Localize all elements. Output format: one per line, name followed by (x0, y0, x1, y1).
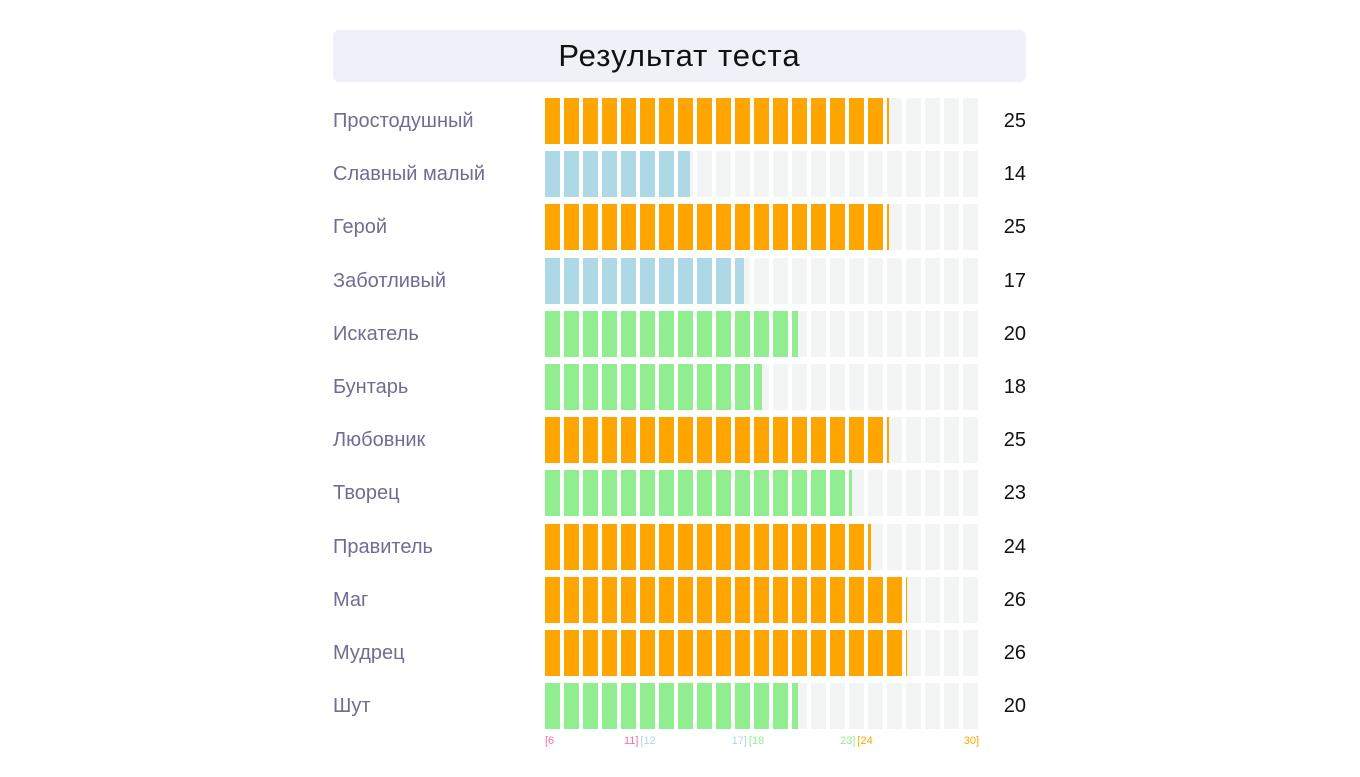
value-label: 17 (1003, 269, 1026, 292)
range-start-label: [18 (748, 735, 765, 747)
chart-row: Искатель 20 (333, 310, 1026, 357)
category-label: Творец (333, 482, 400, 505)
category-label: Правитель (333, 535, 433, 558)
bar (545, 523, 871, 570)
value-label: 23 (1003, 482, 1026, 505)
bar (545, 683, 799, 730)
value-label: 24 (1003, 535, 1026, 558)
bar-track (545, 204, 979, 251)
bar-track (545, 151, 979, 198)
chart-row: Герой 25 (333, 204, 1026, 251)
range-start-label: [24 (857, 735, 873, 747)
category-label: Славный малый (333, 163, 486, 186)
bar-track (545, 630, 979, 676)
bar-track (545, 364, 979, 410)
value-label: 25 (1003, 110, 1026, 132)
bar (545, 417, 889, 464)
value-label: 20 (1003, 322, 1026, 345)
category-label: Простодушный (333, 110, 474, 132)
bar-track (545, 470, 979, 517)
category-label: Мудрец (333, 642, 405, 664)
bar (545, 98, 889, 144)
chart-title: Результат теста (333, 30, 1026, 82)
range-end-label: 30] (963, 735, 979, 747)
bar (545, 204, 889, 251)
category-label: Маг (333, 588, 369, 611)
value-label: 26 (1003, 588, 1026, 611)
value-label: 25 (1003, 216, 1026, 239)
bar-track (545, 683, 979, 730)
bar-track (545, 310, 979, 357)
category-label: Герой (333, 216, 388, 239)
bar-track (545, 98, 979, 144)
chart-row: Шут 20 (333, 683, 1026, 730)
category-label: Любовник (333, 429, 426, 452)
chart-row: Заботливый 17 (333, 257, 1026, 304)
score-scale: [6 11] [12 17] [18 23] [24 30] (545, 735, 979, 749)
range-end-label: 17] (731, 735, 747, 747)
bar (545, 310, 799, 357)
bar (545, 576, 907, 623)
bar (545, 151, 690, 198)
value-label: 26 (1003, 642, 1026, 664)
value-label: 20 (1003, 695, 1026, 718)
bar (545, 257, 744, 304)
bar-track (545, 523, 979, 570)
chart-row: Мудрец 26 (333, 630, 1026, 676)
bar-track (545, 576, 979, 623)
bar-track (545, 417, 979, 464)
chart-row: Правитель 24 (333, 523, 1026, 570)
range-start-label: [6 (545, 735, 555, 747)
chart-row: Бунтарь 18 (333, 364, 1026, 410)
value-label: 25 (1003, 429, 1026, 452)
range-end-label: 23] (840, 735, 856, 747)
value-label: 14 (1003, 163, 1026, 186)
range-start-label: [12 (640, 735, 656, 747)
bar (545, 470, 853, 517)
category-label: Заботливый (333, 269, 447, 292)
bar (545, 630, 907, 676)
chart-row: Простодушный 25 (333, 98, 1026, 144)
category-label: Искатель (333, 322, 419, 345)
chart-row: Творец 23 (333, 470, 1026, 517)
chart-row: Маг 26 (333, 576, 1026, 623)
chart-row: Любовник 25 (333, 417, 1026, 464)
value-label: 18 (1003, 376, 1026, 398)
chart-row: Славный малый 14 (333, 151, 1026, 198)
bar-track (545, 257, 979, 304)
bar (545, 364, 762, 410)
range-end-label: 11] (623, 735, 639, 747)
category-label: Шут (333, 695, 371, 718)
category-label: Бунтарь (333, 376, 409, 398)
